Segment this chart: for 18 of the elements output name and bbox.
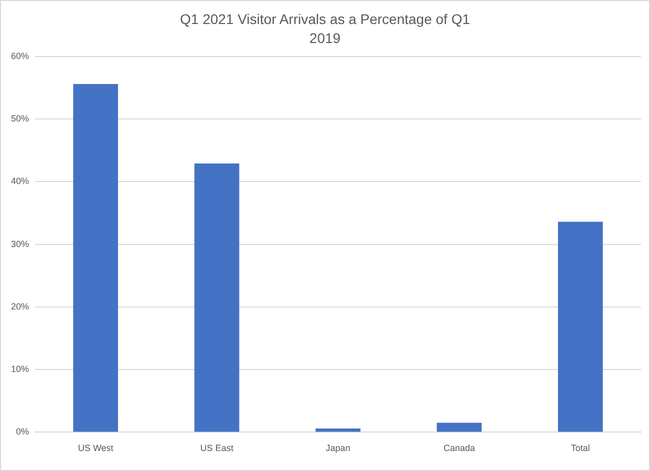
bar [558,222,603,432]
y-tick-label: 50% [11,114,30,124]
y-tick-label: 30% [11,238,30,249]
y-tick-label: 40% [11,176,30,186]
x-tick-label: Japan [326,443,350,454]
bar [73,84,118,432]
x-tick-label: Total [570,443,590,454]
x-tick-label: US East [200,443,234,454]
y-tick-label: 10% [11,364,30,374]
y-tick-label: 0% [16,426,30,437]
bar [316,428,360,432]
x-tick-label: Canada [443,443,475,454]
chart-title: Q1 2021 Visitor Arrivals as a Percentage of Q1 2019 [180,10,470,48]
bar [194,164,240,432]
y-tick-label: 60% [11,50,30,61]
bar [436,422,482,432]
x-tick-label: US West [78,443,114,454]
y-tick-label: 20% [11,301,30,312]
